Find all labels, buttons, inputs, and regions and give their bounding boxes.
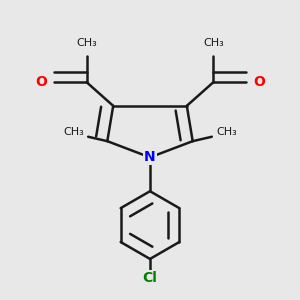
Text: CH₃: CH₃ — [76, 38, 97, 47]
Text: CH₃: CH₃ — [203, 38, 224, 47]
Text: Cl: Cl — [142, 271, 158, 285]
Text: O: O — [253, 75, 265, 89]
Text: N: N — [144, 150, 156, 164]
Text: CH₃: CH₃ — [63, 127, 84, 137]
Text: O: O — [35, 75, 47, 89]
Text: CH₃: CH₃ — [216, 127, 237, 137]
